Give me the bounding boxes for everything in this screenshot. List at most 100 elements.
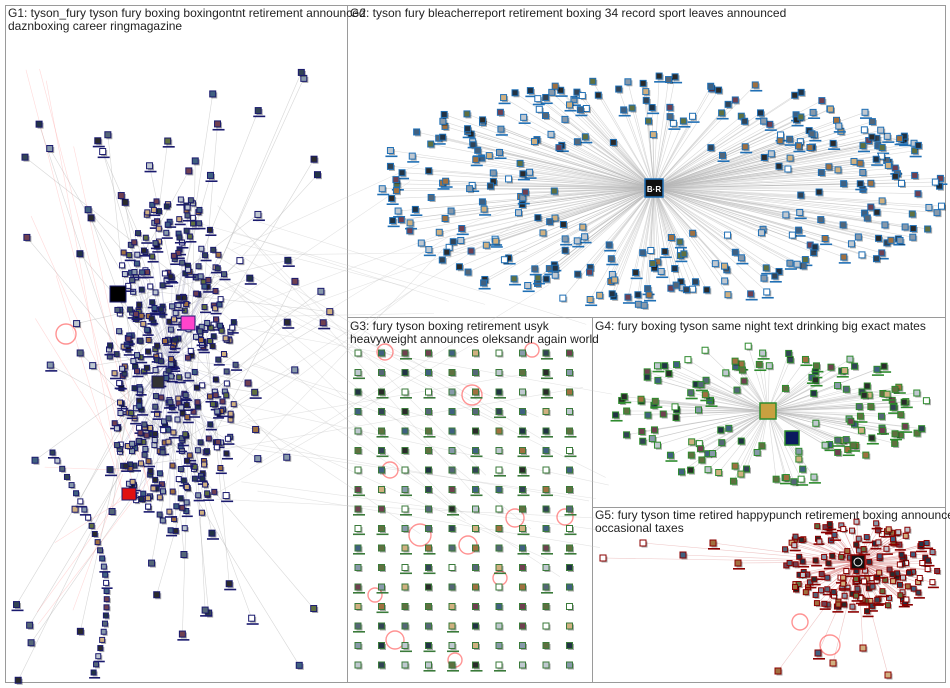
- node-g1-outer: [108, 507, 117, 516]
- node-g2: [467, 247, 476, 256]
- edge-g1: [156, 427, 206, 595]
- node-g5: [874, 527, 882, 535]
- edge-g4: [767, 410, 830, 445]
- edge-cross: [247, 418, 421, 535]
- node-g3: [519, 583, 527, 592]
- node-g1: [205, 276, 213, 284]
- node-g3: [519, 603, 527, 611]
- node-g1: [181, 392, 193, 402]
- node-g1: [143, 503, 155, 513]
- edge-g2: [653, 145, 878, 189]
- node-g1-outer: [144, 162, 157, 173]
- node-g2: [871, 155, 884, 166]
- node-g1-arc: [97, 547, 105, 555]
- node-g2: [937, 202, 946, 211]
- node-g4: [851, 362, 860, 371]
- node-g1-arc: [103, 588, 111, 596]
- node-g3: [376, 583, 389, 594]
- node-g3: [542, 564, 551, 572]
- node-g2: [555, 86, 568, 97]
- node-g5: [851, 592, 863, 602]
- node-g5: [827, 537, 835, 545]
- node-g5: [841, 592, 849, 600]
- node-g1-outer: [45, 361, 58, 372]
- edge-g1: [34, 386, 136, 461]
- node-g1: [117, 399, 125, 407]
- node-g2: [518, 113, 531, 124]
- edge-g2: [412, 155, 655, 189]
- edge-g2: [614, 187, 655, 281]
- node-g2: [585, 295, 598, 307]
- node-g1: [183, 372, 195, 382]
- edge-g4: [767, 410, 787, 478]
- node-g4: [685, 389, 698, 400]
- node-g3: [354, 661, 363, 670]
- node-g3: [401, 622, 410, 631]
- edge-g2: [554, 187, 655, 276]
- node-g1: [114, 442, 122, 450]
- node-g2: [423, 246, 436, 257]
- node-g2: [682, 286, 691, 295]
- node-g3: [354, 564, 363, 572]
- node-g1: [182, 401, 194, 412]
- node-g2: [611, 276, 620, 285]
- node-g4: [812, 419, 821, 428]
- node-g2: [715, 86, 724, 95]
- edge-g2: [589, 187, 655, 300]
- node-g3: [447, 661, 459, 672]
- node-g3: [448, 388, 457, 397]
- node-g4: [684, 356, 693, 365]
- node-g4: [808, 473, 821, 484]
- node-g2: [387, 217, 400, 228]
- node-g1: [145, 495, 153, 503]
- edge-g2: [653, 155, 882, 189]
- edge-g2: [635, 187, 655, 273]
- node-g1: [174, 234, 186, 244]
- node-g4: [913, 429, 922, 438]
- node-g2: [761, 264, 774, 275]
- node-g5: [900, 574, 908, 582]
- edge-g2: [439, 187, 655, 233]
- node-g1-outer: [117, 192, 126, 201]
- hub-badge-text: B·R: [647, 185, 661, 194]
- node-g2: [542, 275, 551, 284]
- node-g4: [695, 381, 708, 392]
- node-g3: [401, 427, 410, 436]
- node-g3: [378, 466, 386, 475]
- node-g5: [798, 558, 810, 568]
- node-g2: [642, 96, 651, 105]
- node-g1-outer: [21, 153, 30, 162]
- node-g1: [137, 269, 149, 279]
- node-g3: [541, 486, 553, 497]
- node-g2: [826, 105, 835, 114]
- node-g5: [923, 557, 935, 567]
- node-g2: [855, 180, 868, 191]
- node-g3: [353, 583, 365, 594]
- edge-g2: [653, 121, 745, 189]
- edge-g2: [504, 187, 655, 261]
- node-g3: [566, 388, 574, 397]
- edge-cross: [218, 309, 466, 521]
- node-g2: [882, 132, 895, 143]
- edge-cross: [202, 259, 463, 514]
- node-g2: [668, 119, 681, 130]
- edge-g1: [80, 335, 146, 632]
- node-g4: [765, 362, 774, 371]
- node-g2: [674, 238, 687, 249]
- edge-g2: [653, 115, 742, 189]
- edge-cross: [258, 444, 590, 502]
- edge-g1: [76, 300, 175, 324]
- node-g3: [472, 369, 480, 377]
- node-g1: [110, 370, 122, 380]
- node-g4: [715, 469, 724, 478]
- node-g4: [722, 369, 731, 378]
- node-g3: [378, 661, 386, 670]
- node-g1-arc: [79, 506, 91, 516]
- edge-g4: [676, 410, 769, 418]
- node-g1-arc: [103, 596, 111, 604]
- node-g4: [832, 436, 845, 447]
- node-g5: [884, 602, 892, 610]
- node-g2: [724, 231, 733, 240]
- node-g1: [152, 367, 160, 375]
- node-g2: [760, 117, 769, 126]
